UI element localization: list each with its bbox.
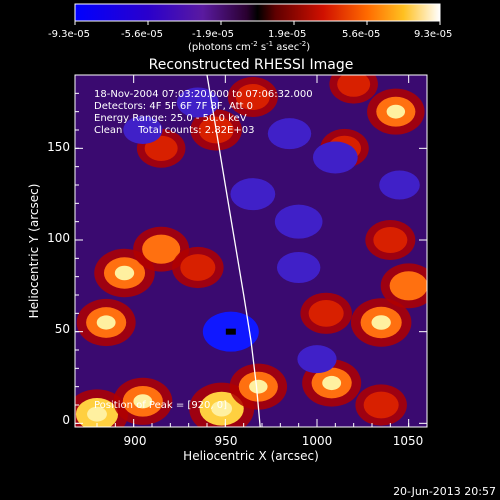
bright-blob [363, 391, 399, 419]
info-line-time: 18-Nov-2004 07:03:20.000 to 07:06:32.000 [94, 89, 313, 100]
bright-blob-core [87, 406, 107, 422]
bright-blob-core [249, 379, 268, 394]
heatmap-area [75, 75, 427, 427]
bright-blob-core [96, 315, 116, 330]
y-tick-150: 150 [47, 140, 70, 154]
peak-position-label: Position of Peak = [920, 0] [94, 400, 227, 411]
info-line-energy: Energy Range: 25.0 - 50.0 keV [94, 113, 247, 124]
negative-blob [276, 252, 321, 283]
bright-blob [180, 254, 216, 281]
bright-blob [337, 75, 371, 97]
date-stamp: 20-Jun-2013 20:57 [393, 485, 496, 498]
info-line-clean: Clean Total counts: 2.82E+03 [94, 125, 254, 136]
bright-blob [308, 299, 344, 327]
plot-frame [74, 74, 428, 428]
colorbar-tick-0: -9.3e-05 [48, 29, 90, 40]
bright-blob-core [211, 400, 233, 417]
negative-blob [267, 118, 312, 150]
bright-blob [373, 227, 408, 253]
x-tick-950: 950 [215, 434, 238, 448]
colorbar-tick-5: 9.3e-05 [414, 29, 452, 40]
x-tick-900: 900 [124, 434, 147, 448]
negative-blob [312, 141, 358, 174]
bright-blob-core [386, 104, 406, 119]
x-tick-1050: 1050 [393, 434, 424, 448]
negative-blob [379, 170, 420, 200]
bright-blob [235, 84, 270, 110]
bright-blob [142, 234, 181, 264]
bright-blob-core [371, 315, 391, 330]
y-tick-0: 0 [62, 413, 70, 427]
negative-blob [176, 87, 219, 118]
colorbar-tick-4: 5.6e-05 [342, 29, 380, 40]
colorbar-ticks [74, 21, 441, 25]
chart-title: Reconstructed RHESSI Image [149, 57, 354, 73]
negative-blob [297, 345, 337, 374]
colorbar-tick-2: -1.9e-05 [192, 29, 234, 40]
y-tick-100: 100 [47, 231, 70, 245]
negative-core [225, 328, 236, 335]
bright-blob-core [322, 375, 342, 391]
bright-blob [144, 135, 178, 161]
colorbar-unit-label: (photons cm-2 s-1 asec-2) [188, 40, 310, 53]
negative-blob [230, 178, 276, 211]
negative-blob [274, 204, 323, 239]
x-axis-label: Heliocentric X (arcsec) [183, 449, 319, 463]
colorbar-tick-3: 1.9e-05 [268, 29, 306, 40]
bright-blob-core [114, 265, 135, 281]
colorbar-tick-1: -5.6e-05 [121, 29, 163, 40]
bright-blob-core [133, 394, 153, 409]
negative-blob [123, 116, 163, 144]
bright-blob [389, 271, 427, 301]
x-tick-1000: 1000 [302, 434, 333, 448]
colorbar [74, 3, 441, 22]
solar-limb-line [206, 75, 261, 427]
y-axis-label: Heliocentric Y (arcsec) [27, 184, 41, 319]
y-tick-50: 50 [55, 322, 70, 336]
info-line-detectors: Detectors: 4F 5F 6F 7F 8F, Att 0 [94, 101, 253, 112]
